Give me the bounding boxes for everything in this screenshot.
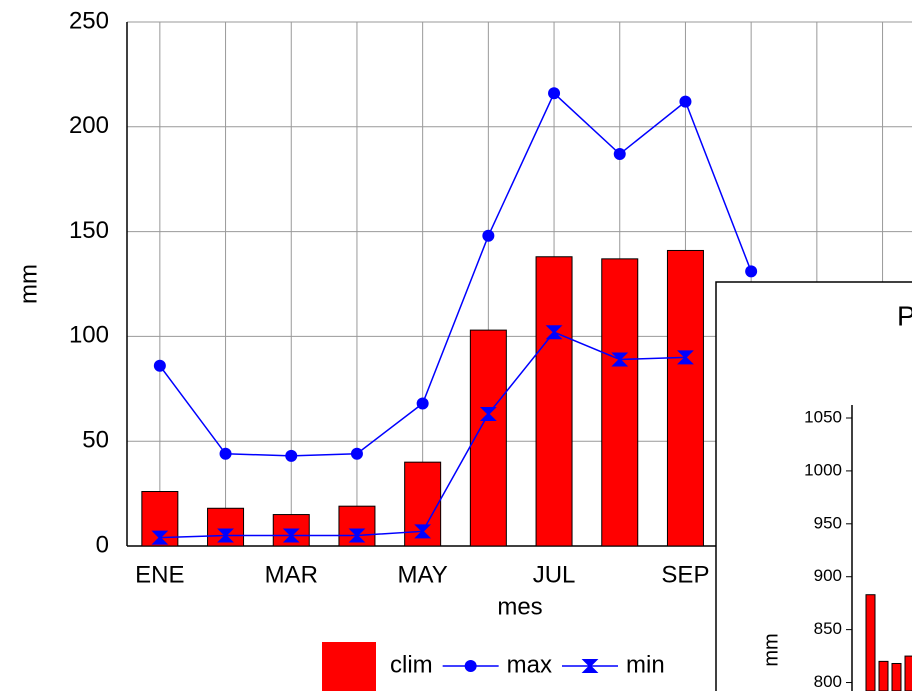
y-axis-label: mm (760, 633, 782, 666)
bar (904, 655, 912, 691)
chart-title: P (897, 300, 912, 331)
point (611, 352, 629, 367)
y-tick-label: 1050 (804, 407, 842, 426)
point (350, 447, 363, 460)
point (548, 87, 561, 100)
x-tick-label: MAY (398, 561, 448, 588)
bar (891, 662, 902, 691)
y-tick-label: 50 (82, 427, 109, 454)
point (282, 528, 300, 543)
bar (865, 594, 876, 691)
bar (601, 258, 639, 547)
point (482, 229, 495, 242)
legend-marker (581, 659, 599, 673)
bar (469, 329, 507, 547)
point (416, 397, 429, 410)
y-tick-label: 1000 (804, 460, 842, 479)
y-tick-label: 850 (814, 619, 842, 638)
x-tick-label: ENE (135, 561, 184, 588)
x-tick-label: JUL (533, 561, 576, 588)
point (479, 406, 497, 421)
point (151, 530, 169, 545)
point (219, 447, 232, 460)
y-tick-label: 250 (69, 7, 109, 34)
legend-marker (464, 660, 477, 672)
inset-chart: P 800 850 900 950 1000 1050 mm (715, 281, 912, 691)
point (217, 528, 234, 543)
main-chart: 0 50 100 150 200 250 ENE MAR MAY JUL SEP mes mm clim m… (15, 7, 912, 691)
point (153, 359, 166, 372)
y-axis-label: mm (15, 264, 42, 304)
y-tick-label: 200 (69, 112, 109, 139)
point (745, 265, 758, 278)
point (414, 524, 432, 539)
y-tick-label: 100 (69, 322, 109, 349)
y-tick-label: 800 (814, 672, 842, 691)
y-tick-label: 900 (814, 566, 842, 585)
point (348, 528, 366, 543)
line (159, 92, 752, 457)
y-tick-label: 950 (814, 513, 842, 532)
point (677, 350, 694, 365)
bar (666, 249, 704, 547)
legend-label: clim (390, 651, 433, 678)
x-axis-label: mes (497, 593, 542, 620)
legend-label: min (626, 651, 665, 678)
point (679, 95, 692, 108)
point (545, 325, 563, 340)
bar (535, 256, 573, 547)
x-tick-label: MAR (265, 561, 318, 588)
point (285, 449, 298, 462)
legend-swatch (322, 642, 376, 691)
inset-window (715, 281, 912, 691)
legend-label: max (507, 651, 552, 678)
point (613, 148, 626, 161)
x-tick-label: SEP (661, 561, 709, 588)
bar (878, 660, 889, 691)
y-tick-label: 0 (96, 531, 109, 558)
y-tick-label: 150 (69, 217, 109, 244)
